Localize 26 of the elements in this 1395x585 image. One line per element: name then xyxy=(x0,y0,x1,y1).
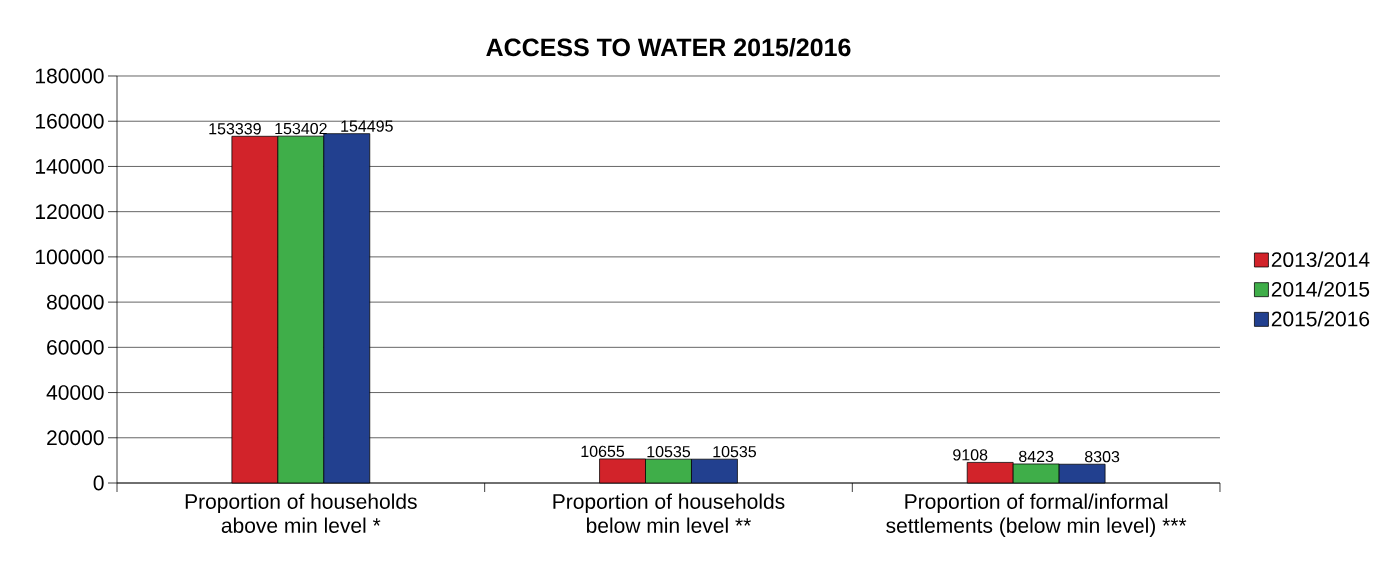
data-label: 8423 xyxy=(1019,450,1054,463)
y-tick-label: 0 xyxy=(93,475,104,491)
y-tick-label: 60000 xyxy=(47,339,104,355)
data-label: 10655 xyxy=(581,445,625,458)
y-tick-label: 100000 xyxy=(36,249,104,265)
data-label: 8303 xyxy=(1085,451,1120,463)
data-label: 10535 xyxy=(647,445,691,458)
y-tick-label: 140000 xyxy=(36,159,104,174)
legend-label: 2013/2014 xyxy=(1271,251,1370,268)
x-tick-label: Proportion of households above min level * xyxy=(185,493,417,533)
x-tick-label: Proportion of formal/informal settlements (below min level) *** xyxy=(886,493,1187,538)
x-tick-label: Proportion of households below min level ** xyxy=(553,493,785,533)
legend-label: 2015/2016 xyxy=(1271,311,1370,327)
y-tick-label: 160000 xyxy=(36,113,104,129)
data-label: 153402 xyxy=(275,122,327,135)
data-label: 10535 xyxy=(713,445,757,458)
y-tick-label: 180000 xyxy=(36,68,104,84)
data-label: 9108 xyxy=(953,449,988,461)
y-tick-label: 120000 xyxy=(36,204,104,220)
y-tick-label: 80000 xyxy=(46,294,104,310)
y-tick-label: 40000 xyxy=(46,385,104,400)
chart-title: ACCESS TO WATER 2015/2016 xyxy=(486,37,851,57)
data-label: 153339 xyxy=(209,123,261,135)
data-label: 154495 xyxy=(341,120,393,132)
legend-label: 2014/2015 xyxy=(1271,281,1370,297)
y-tick-label: 20000 xyxy=(47,430,104,446)
